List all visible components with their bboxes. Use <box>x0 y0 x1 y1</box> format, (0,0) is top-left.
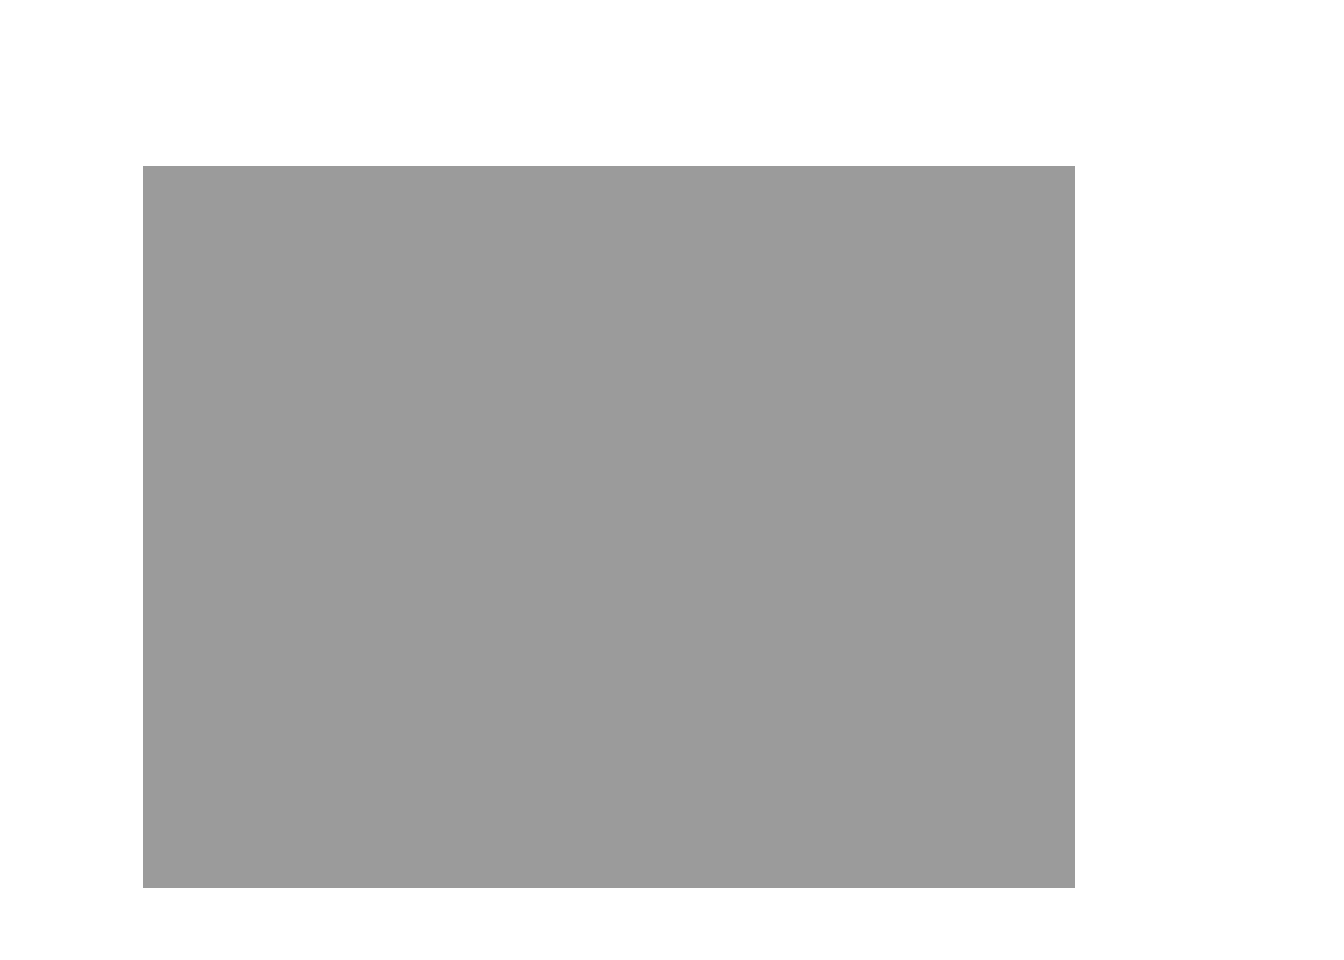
value-colorbar <box>1183 148 1204 552</box>
column-dendrogram <box>143 4 1075 144</box>
column-labels <box>143 893 1075 957</box>
row-labels <box>1080 166 1190 888</box>
category-legend <box>1222 140 1342 144</box>
heatmap-grid <box>143 166 1075 888</box>
row-dendrogram <box>5 166 141 888</box>
column-annotation-bar <box>143 147 1075 160</box>
